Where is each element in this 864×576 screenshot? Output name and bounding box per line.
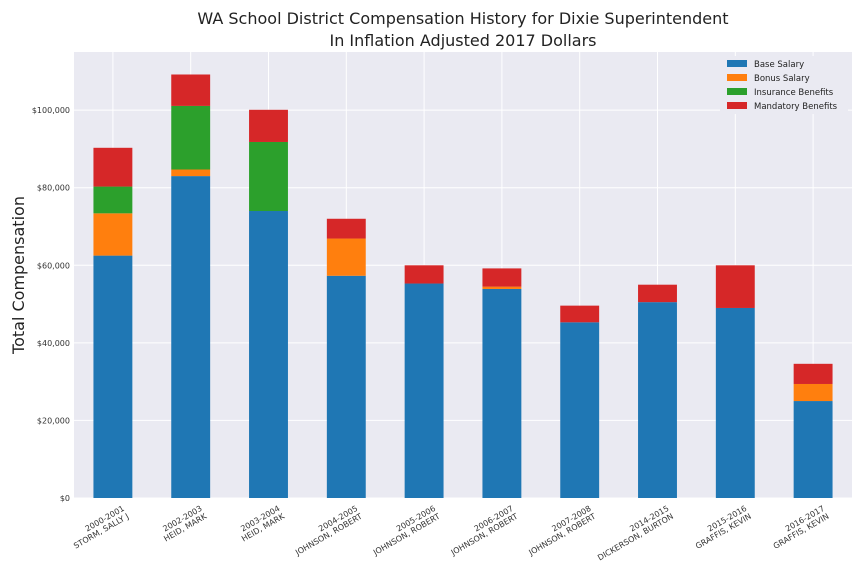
bar-segment-base-salary [171,176,211,498]
bar-segment-base-salary [249,211,288,498]
bar-segment-bonus-salary [93,213,133,256]
y-tick-label: $60,000 [37,261,70,270]
bar-segment-insurance-benefits [93,186,133,214]
bar-segment-bonus-salary [171,169,211,177]
bar-segment-base-salary [326,275,366,498]
bar-segment-base-salary [793,401,833,498]
bar-segment-base-salary [93,255,133,498]
bar-segment-mandatory-benefits [638,284,677,303]
bar-segment-base-salary [715,307,755,498]
legend-label: Insurance Benefits [754,88,834,98]
x-tick-label-line: DICKERSON, BURTON [596,512,675,563]
bar-segment-base-salary [482,288,522,498]
legend-swatch [727,60,747,67]
legend-label: Bonus Salary [754,74,810,84]
bar-segment-insurance-benefits [171,105,211,170]
y-tick-label: $20,000 [37,416,70,425]
bar-segment-mandatory-benefits [715,265,755,308]
y-tick-label: $100,000 [32,106,70,115]
legend-label: Mandatory Benefits [754,102,838,112]
legend-swatch [727,88,747,95]
legend-swatch [727,74,747,81]
bar-segment-mandatory-benefits [560,305,600,323]
y-axis-label: Total Compensation [9,196,28,355]
bar-segment-base-salary [638,302,677,498]
chart-title: WA School District Compensation History … [197,9,728,28]
bar-segment-bonus-salary [793,383,833,402]
bar-segment-bonus-salary [482,286,522,289]
y-tick-label: $40,000 [37,339,70,348]
bar-segment-mandatory-benefits [249,109,288,142]
y-tick-labels: $0 $20,000 $40,000 $60,000 $80,000 $100,000 [32,106,70,503]
y-tick-label: $80,000 [37,184,70,193]
bar-segment-base-salary [404,283,444,498]
bar-segment-mandatory-benefits [326,218,366,239]
legend-swatch [727,102,747,109]
bar-segment-insurance-benefits [249,141,288,212]
legend-label: Base Salary [754,60,804,70]
bar-segment-bonus-salary [326,238,366,276]
legend: Base Salary Bonus Salary Insurance Benefit… [720,56,848,114]
bar-segment-mandatory-benefits [404,265,444,284]
bar-segment-mandatory-benefits [171,74,211,106]
y-tick-label: $0 [60,494,70,503]
bar-segment-mandatory-benefits [482,268,522,287]
bar-segment-base-salary [560,322,600,498]
bar-segment-mandatory-benefits [93,147,133,187]
bar-segment-mandatory-benefits [793,363,833,384]
chart-subtitle: In Inflation Adjusted 2017 Dollars [329,31,596,50]
bars-group [93,74,833,498]
